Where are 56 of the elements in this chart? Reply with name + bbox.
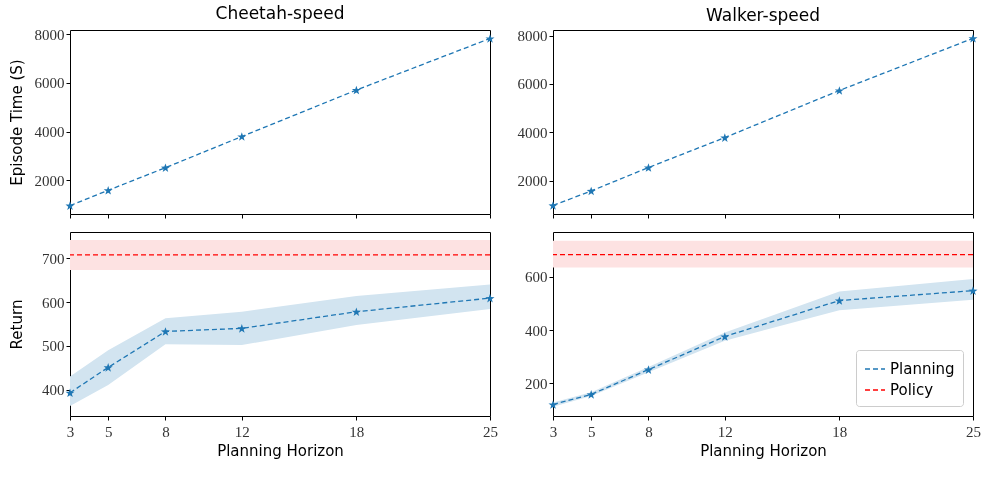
point	[968, 34, 978, 43]
y-tick-label: 500	[42, 338, 65, 355]
x-tick-label: 8	[162, 423, 170, 440]
x-tick-label: 18	[349, 423, 365, 440]
x-tick-label: 18	[832, 423, 848, 440]
point	[103, 363, 113, 372]
point	[160, 163, 170, 172]
chart-title: Walker-speed	[706, 4, 820, 25]
point	[834, 86, 844, 95]
point	[548, 400, 558, 409]
x-tick-label: 12	[717, 423, 733, 440]
point	[586, 186, 596, 196]
point	[485, 293, 495, 303]
legend-label: Planning	[890, 360, 955, 378]
y-tick-label: 2000	[34, 172, 65, 189]
x-tick-label: 25	[966, 423, 981, 440]
y-tick-label: 2000	[517, 173, 548, 190]
y-tick-label: 700	[42, 250, 65, 267]
y-tick-label: 600	[42, 294, 65, 311]
y-tick-label: 400	[42, 382, 65, 399]
point	[103, 186, 113, 195]
x-axis-title: Planning Horizon	[700, 441, 827, 460]
y-tick-label: 6000	[34, 75, 65, 92]
x-tick-label: 3	[66, 423, 75, 440]
legend-label: Policy	[890, 381, 934, 399]
point	[65, 388, 75, 398]
y-tick-label: 4000	[517, 124, 548, 141]
y-axis-title: Episode Time (S)	[7, 59, 26, 186]
point	[720, 332, 730, 341]
y-tick-label: 200	[525, 375, 548, 392]
y-tick-label: 8000	[517, 28, 548, 45]
x-axis-title: Planning Horizon	[217, 441, 344, 460]
x-tick-label: 8	[645, 423, 653, 440]
y-tick-label: 600	[525, 269, 548, 286]
y-tick-label: 4000	[34, 124, 65, 141]
x-tick-label: 12	[234, 423, 250, 440]
point	[237, 324, 247, 333]
x-tick-label: 3	[549, 423, 558, 440]
y-tick-label: 6000	[517, 76, 548, 93]
chart-title: Cheetah-speed	[215, 3, 345, 24]
point	[351, 307, 361, 317]
point	[160, 327, 170, 336]
x-tick-label: 5	[587, 423, 596, 440]
point	[643, 163, 653, 172]
point	[351, 85, 361, 95]
point	[548, 201, 558, 210]
y-axis-title: Return	[7, 299, 26, 350]
x-tick-label: 5	[104, 423, 113, 440]
point	[237, 132, 247, 141]
point	[643, 365, 653, 374]
y-tick-label: 400	[525, 322, 548, 339]
x-tick-label: 25	[483, 423, 498, 440]
point	[485, 34, 495, 43]
y-tick-label: 8000	[34, 26, 65, 43]
point	[586, 390, 596, 399]
point	[834, 296, 844, 305]
